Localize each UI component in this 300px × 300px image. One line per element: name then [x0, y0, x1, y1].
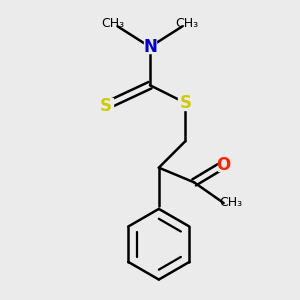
Bar	[144, 41, 156, 53]
Text: CH₃: CH₃	[175, 17, 198, 30]
Text: O: O	[217, 156, 231, 174]
Bar	[218, 159, 230, 171]
Text: S: S	[100, 97, 112, 115]
Bar	[178, 95, 193, 110]
Text: S: S	[179, 94, 191, 112]
Text: N: N	[143, 38, 157, 56]
Text: CH₃: CH₃	[102, 17, 125, 30]
Bar	[98, 98, 113, 113]
Text: CH₃: CH₃	[219, 196, 242, 209]
